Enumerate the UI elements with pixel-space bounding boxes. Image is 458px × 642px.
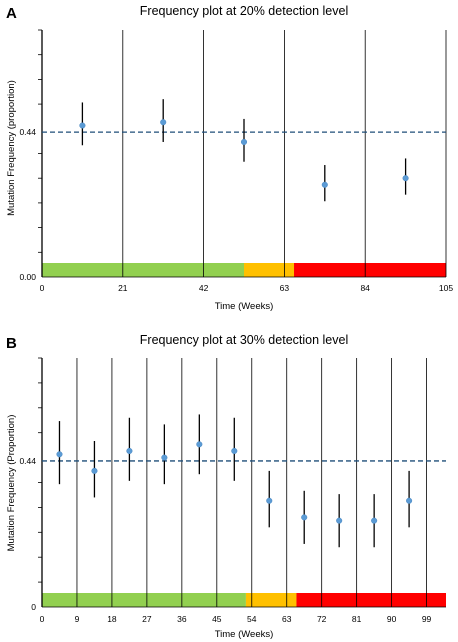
x-tick-label: 63 <box>282 614 292 624</box>
data-point <box>240 138 248 146</box>
plot-area-b: 0 0.44 0 9 18 27 36 45 54 63 72 81 90 99 <box>19 357 446 624</box>
x-tick-label: 90 <box>387 614 397 624</box>
data-point <box>402 175 409 182</box>
data-point <box>336 517 343 524</box>
y-tick-label: 0.00 <box>19 272 36 282</box>
y-axis-title-a: Mutation Frequency (proportion) <box>6 80 17 216</box>
x-tick-label: 9 <box>75 614 80 624</box>
data-point <box>266 497 273 504</box>
panel-letter-a: A <box>6 5 17 22</box>
x-tick-label: 45 <box>212 614 222 624</box>
status-band-1 <box>42 593 246 607</box>
panel-b: B Frequency plot at 30% detection level … <box>6 333 446 640</box>
y-axis-title-b: Mutation Frequency (Proportion) <box>6 415 17 552</box>
x-tick-label: 36 <box>177 614 187 624</box>
chart-title-a: Frequency plot at 20% detection level <box>140 4 348 18</box>
data-point <box>160 119 167 126</box>
data-point <box>196 441 203 448</box>
data-point <box>91 467 98 474</box>
data-point <box>406 497 413 504</box>
x-axis-title-a: Time (Weeks) <box>215 301 274 312</box>
data-point <box>321 181 328 188</box>
x-tick-label: 42 <box>199 283 209 293</box>
status-band-3 <box>294 263 446 277</box>
x-tick-label: 0 <box>40 614 45 624</box>
status-band-2 <box>244 263 295 277</box>
data-point <box>56 451 63 458</box>
x-tick-label: 81 <box>352 614 362 624</box>
status-band-3 <box>296 593 446 607</box>
x-tick-label: 63 <box>280 283 290 293</box>
status-band-2 <box>245 593 297 607</box>
x-tick-label: 54 <box>247 614 257 624</box>
x-axis-title-b: Time (Weeks) <box>215 629 274 640</box>
plot-area-a: 0.00 0.44 0 21 42 63 84 105 <box>19 29 453 293</box>
x-tick-label: 18 <box>107 614 117 624</box>
data-point <box>126 447 133 455</box>
panel-a: A Frequency plot at 20% detection level … <box>6 4 453 312</box>
x-tick-label: 105 <box>439 283 453 293</box>
data-point <box>161 454 168 461</box>
y-tick-label: 0 <box>31 602 36 612</box>
status-band-1 <box>42 263 244 277</box>
x-tick-label: 0 <box>40 283 45 293</box>
y-tick-label: 0.44 <box>19 456 36 466</box>
data-point <box>79 122 86 129</box>
panel-letter-b: B <box>6 335 17 352</box>
x-tick-label: 72 <box>317 614 327 624</box>
data-point <box>301 514 308 521</box>
x-tick-label: 99 <box>422 614 432 624</box>
y-tick-label: 0.44 <box>19 127 36 137</box>
x-tick-label: 84 <box>360 283 370 293</box>
x-tick-label: 21 <box>118 283 128 293</box>
chart-title-b: Frequency plot at 30% detection level <box>140 333 348 347</box>
x-tick-label: 27 <box>142 614 152 624</box>
data-point <box>371 517 378 524</box>
data-point <box>231 447 238 455</box>
